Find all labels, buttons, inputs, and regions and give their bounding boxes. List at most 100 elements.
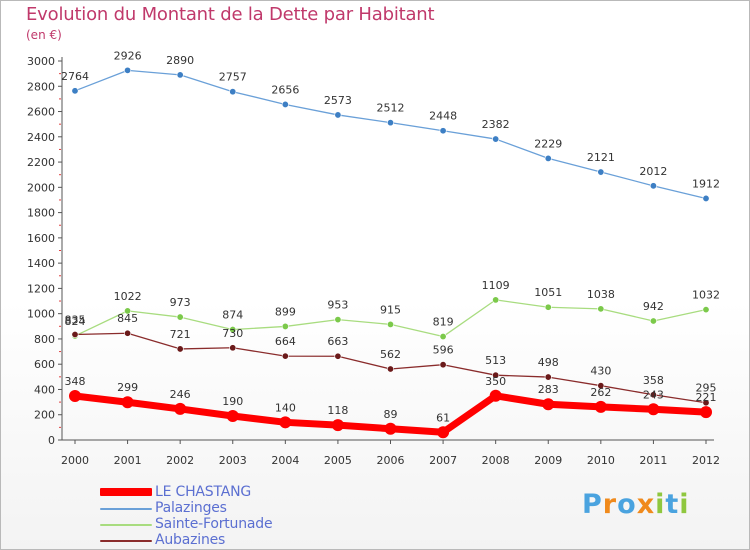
data-point	[71, 331, 79, 339]
data-label: 2448	[429, 110, 457, 123]
data-label: 721	[170, 328, 191, 341]
x-tick-label: 2006	[377, 454, 405, 467]
legend-swatch	[100, 508, 152, 510]
data-label: 348	[65, 375, 86, 388]
data-label: 824	[65, 315, 86, 328]
x-tick-label: 2010	[587, 454, 615, 467]
data-point	[542, 398, 555, 411]
data-label: 1051	[534, 286, 562, 299]
data-point	[649, 182, 657, 190]
data-label: 2656	[271, 83, 299, 96]
y-tick-label: 2800	[27, 80, 55, 93]
data-label: 2890	[166, 54, 194, 67]
x-tick-label: 2000	[61, 454, 89, 467]
data-point	[334, 352, 342, 360]
data-point	[281, 352, 289, 360]
data-label: 2512	[377, 102, 405, 115]
y-tick-label: 600	[34, 358, 55, 371]
data-point	[386, 119, 394, 127]
data-point	[334, 316, 342, 324]
data-point	[649, 391, 657, 399]
data-label: 915	[380, 303, 401, 316]
x-tick-label: 2003	[219, 454, 247, 467]
x-tick-label: 2004	[271, 454, 299, 467]
data-label: 498	[538, 356, 559, 369]
data-label: 299	[117, 381, 138, 394]
data-label: 140	[275, 401, 296, 414]
x-tick-label: 2007	[429, 454, 457, 467]
data-label: 513	[485, 354, 506, 367]
chart-unit: (en €)	[26, 28, 62, 42]
data-label: 283	[538, 383, 559, 396]
data-point	[439, 333, 447, 341]
data-label: 2764	[61, 70, 89, 83]
data-point	[544, 303, 552, 311]
data-point	[597, 168, 605, 176]
data-point	[702, 306, 710, 314]
data-label: 2121	[587, 151, 615, 164]
data-point	[331, 419, 344, 432]
legend-label: Sainte-Fortunade	[155, 516, 273, 532]
data-point	[124, 66, 132, 74]
data-point	[176, 345, 184, 353]
legend-swatch	[100, 524, 152, 526]
data-label: 2926	[114, 49, 142, 62]
proxiti-logo: Proxiti	[582, 489, 690, 520]
data-point	[384, 422, 397, 435]
x-tick-label: 2002	[166, 454, 194, 467]
data-label: 1038	[587, 288, 615, 301]
data-label: 1912	[692, 177, 720, 190]
logo-letter: t	[665, 489, 680, 520]
data-label: 664	[275, 335, 296, 348]
data-point	[229, 344, 237, 352]
data-label: 942	[643, 300, 664, 313]
data-label: 262	[590, 386, 611, 399]
data-label: 899	[275, 305, 296, 318]
data-label: 596	[433, 344, 454, 357]
data-point	[281, 100, 289, 108]
data-label: 221	[696, 391, 717, 404]
legend-swatch	[100, 488, 152, 496]
data-point	[386, 365, 394, 373]
data-label: 2012	[639, 165, 667, 178]
data-point	[492, 371, 500, 379]
data-point	[279, 416, 292, 429]
data-point	[647, 403, 660, 416]
legend-label: LE CHASTANG	[155, 484, 252, 500]
data-label: 2757	[219, 71, 247, 84]
y-tick-label: 2600	[27, 106, 55, 119]
y-tick-label: 800	[34, 333, 55, 346]
data-label: 2229	[534, 137, 562, 150]
logo-letter: r	[602, 489, 618, 520]
legend-label: Aubazines	[155, 532, 226, 548]
y-tick-label: 1200	[27, 282, 55, 295]
y-tick-label: 1800	[27, 207, 55, 220]
data-point	[439, 127, 447, 135]
data-point	[492, 135, 500, 143]
y-tick-label: 0	[48, 434, 55, 447]
data-point	[174, 402, 187, 415]
data-point	[71, 87, 79, 95]
x-tick-label: 2011	[639, 454, 667, 467]
data-label: 2382	[482, 118, 510, 131]
data-label: 562	[380, 348, 401, 361]
data-label: 1032	[692, 289, 720, 302]
legend-label: Palazinges	[155, 500, 227, 516]
data-label: 874	[222, 309, 243, 322]
legend-swatch	[100, 540, 152, 542]
data-point	[649, 317, 657, 325]
logo-letter: i	[679, 489, 690, 520]
y-tick-label: 1000	[27, 308, 55, 321]
data-point	[281, 322, 289, 330]
y-tick-label: 2400	[27, 131, 55, 144]
x-tick-label: 2008	[482, 454, 510, 467]
logo-letter: i	[655, 489, 666, 520]
data-label: 2573	[324, 94, 352, 107]
logo-letter: o	[617, 489, 637, 520]
data-point	[437, 426, 450, 439]
data-point	[597, 382, 605, 390]
y-tick-label: 1400	[27, 257, 55, 270]
y-tick-label: 400	[34, 383, 55, 396]
